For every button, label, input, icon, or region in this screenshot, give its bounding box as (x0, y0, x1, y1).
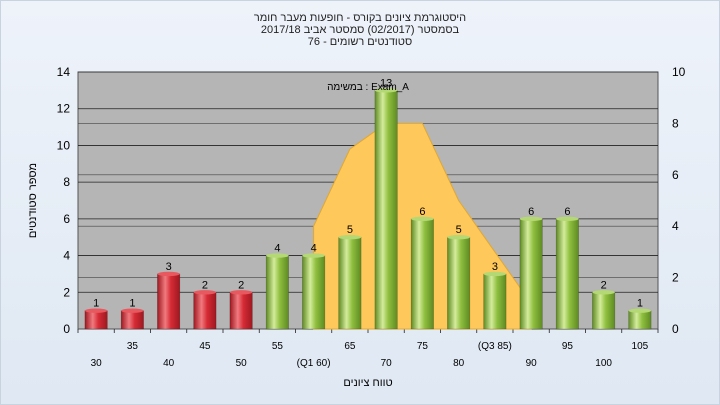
bar-(Q3 85) (483, 273, 507, 330)
bar-55 (265, 255, 289, 330)
y2-tick-label: 2 (672, 271, 679, 285)
bar-(Q1 60) (302, 255, 326, 330)
x-tick-label: 80 (453, 358, 465, 369)
bar-value-label: 6 (419, 206, 425, 218)
bar-value-label: 4 (311, 243, 317, 255)
y-tick-label: 6 (63, 212, 70, 226)
y-tick-label: 2 (63, 285, 70, 299)
bar-cap (338, 235, 362, 240)
y2-tick-label: 10 (672, 65, 686, 79)
y2-tick-label: 6 (672, 168, 679, 182)
y2-tick-label: 4 (672, 219, 679, 233)
bar-cap (483, 271, 507, 277)
bar-cap (121, 308, 144, 313)
bar-value-label: 4 (274, 243, 280, 255)
bar-65 (338, 236, 362, 330)
x-tick-label: 95 (562, 341, 574, 352)
bar-50 (229, 291, 253, 330)
bar-value-label: 2 (238, 279, 244, 291)
bar-40 (157, 273, 181, 330)
bar-cap (411, 216, 434, 222)
bar-cap (519, 216, 543, 222)
x-tick-label: 100 (595, 358, 612, 369)
bar-cap (157, 271, 180, 277)
y2-tick-label: 8 (672, 116, 679, 130)
x-tick-label: 50 (236, 358, 248, 369)
y-tick-label: 14 (57, 65, 71, 79)
bar-value-label: 13 (380, 77, 392, 89)
bar-30 (84, 310, 108, 330)
x-tick-label: (Q3 85) (478, 341, 512, 352)
bar-cap (374, 88, 398, 93)
y-tick-label: 8 (63, 175, 70, 189)
x-tick-label: 105 (632, 341, 649, 352)
x-tick-label: 30 (91, 358, 103, 369)
x-tick-label: 35 (127, 341, 139, 352)
bar-cap (556, 216, 579, 222)
bar-cap (266, 253, 289, 258)
bar-95 (555, 218, 579, 330)
bar-cap (447, 235, 470, 240)
bar-value-label: 2 (202, 279, 208, 291)
x-tick-label: (Q1 60) (297, 358, 331, 369)
y-tick-label: 0 (63, 322, 70, 336)
bar-75 (410, 218, 434, 330)
bar-cap (592, 290, 615, 295)
x-tick-label: 65 (344, 341, 356, 352)
y-tick-label: 12 (57, 102, 71, 116)
bar-cap (302, 253, 325, 258)
x-tick-label: 90 (526, 358, 538, 369)
bar-value-label: 1 (637, 298, 643, 310)
bar-value-label: 1 (93, 298, 99, 310)
bar-cap (84, 308, 108, 313)
y2-tick-label: 0 (672, 322, 679, 336)
x-tick-label: 40 (163, 358, 175, 369)
x-tick-label: 70 (381, 358, 393, 369)
y-axis-title: מספר סטודנטים (27, 163, 39, 238)
bar-value-label: 1 (129, 298, 135, 310)
x-tick-label: 75 (417, 341, 429, 352)
chart-subtitle-semester: בסמסטר (02/2017) סמסטר אביב 2017/18 (260, 24, 460, 36)
chart-subtitle-students: סטודנטים רשומים - 76 (307, 36, 413, 48)
bar-100 (592, 291, 616, 330)
bar-cap (628, 308, 652, 313)
bar-cap (229, 290, 253, 295)
bar-value-label: 6 (528, 206, 534, 218)
y-tick-label: 4 (63, 249, 70, 263)
bar-value-label: 3 (166, 261, 172, 273)
chart-title: היסטוגרמת ציונים בקורס - חופעות מעבר חומ… (253, 12, 467, 24)
bar-value-label: 2 (601, 279, 607, 291)
x-tick-label: 55 (272, 341, 284, 352)
bar-cap (193, 290, 217, 295)
bar-value-label: 5 (456, 224, 462, 236)
bar-105 (628, 310, 652, 330)
chart-annotation: במשימה : Exam_A (327, 82, 409, 93)
bar-45 (193, 291, 217, 330)
y-tick-label: 10 (57, 138, 71, 152)
bar-value-label: 3 (492, 261, 498, 273)
x-axis-title: טווח ציונים (343, 377, 392, 389)
bar-value-label: 6 (564, 206, 570, 218)
bar-80 (447, 236, 471, 330)
bar-35 (120, 310, 144, 330)
bar-value-label: 5 (347, 224, 353, 236)
bar-70 (374, 90, 398, 330)
bar-90 (519, 218, 543, 330)
x-tick-label: 45 (199, 341, 211, 352)
